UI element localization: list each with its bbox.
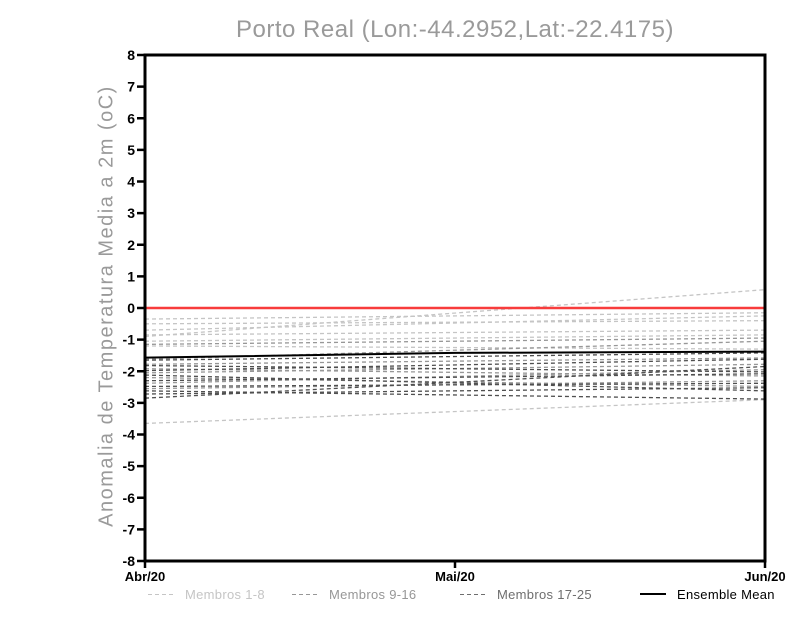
chart-title: Porto Real (Lon:-44.2952,Lat:-22.4175)	[236, 16, 674, 43]
ensemble-member-line	[144, 312, 766, 320]
y-tick-label: 6	[127, 110, 135, 126]
y-tick-label: -6	[123, 490, 136, 506]
y-tick-label: 2	[127, 237, 135, 253]
ensemble-member-line	[144, 289, 766, 338]
y-tick-label: 1	[127, 268, 135, 284]
ensemble-member-line	[144, 320, 766, 325]
ensemble-member-line	[144, 358, 766, 372]
solid-line-swatch	[640, 593, 666, 595]
y-tick-label: -8	[123, 553, 136, 569]
ensemble-member-line	[144, 390, 766, 400]
legend-label: Membros 9-16	[329, 586, 417, 602]
ensemble-mean-line	[144, 350, 766, 359]
ensemble-member-line	[144, 334, 766, 342]
y-tick-label: 4	[127, 174, 135, 190]
legend-label: Membros 17-25	[497, 586, 592, 602]
y-tick-label: 0	[127, 300, 135, 316]
ensemble-member-line	[144, 340, 766, 360]
x-tick-label: Jun/20	[744, 569, 785, 584]
ensemble-member-line	[144, 399, 766, 425]
ensemble-member-line	[144, 364, 766, 373]
ensemble-member-line	[144, 387, 766, 395]
ensemble-member-line	[144, 357, 766, 365]
legend-item-membros-17-25: Membros 17-25	[460, 586, 592, 602]
y-tick-label: -1	[123, 332, 136, 348]
ensemble-member-line	[144, 368, 766, 377]
y-tick-label: -2	[123, 363, 136, 379]
dashed-line-swatch	[460, 593, 486, 595]
ensemble-member-line	[144, 345, 766, 350]
y-tick-label: 3	[127, 205, 135, 221]
ensemble-member-line	[144, 352, 766, 361]
x-tick-label: Mai/20	[435, 569, 475, 584]
ensemble-member-line	[144, 369, 766, 384]
y-tick-label: 8	[127, 47, 135, 63]
dashed-line-swatch	[148, 593, 174, 595]
legend-item-membros-1-8: Membros 1-8	[148, 586, 265, 602]
legend-label: Membros 1-8	[185, 586, 265, 602]
y-tick-label: -4	[123, 427, 136, 443]
legend-label: Ensemble Mean	[677, 586, 775, 602]
y-tick-label: 5	[127, 142, 135, 158]
y-tick-label: 7	[127, 79, 135, 95]
legend-item-ensemble-mean: Ensemble Mean	[640, 586, 775, 602]
ensemble-member-line	[144, 329, 766, 336]
y-tick-label: -5	[123, 458, 136, 474]
ensemble-member-line	[144, 382, 766, 388]
dashed-line-swatch	[292, 593, 318, 595]
y-tick-label: -3	[123, 395, 136, 411]
ensemble-member-line	[144, 337, 766, 346]
x-tick-label: Abr/20	[125, 569, 165, 584]
y-tick-label: -7	[123, 521, 136, 537]
ensemble-member-line	[144, 365, 766, 399]
ensemble-member-line	[144, 373, 766, 382]
legend-item-membros-9-16: Membros 9-16	[292, 586, 416, 602]
chart-legend: Membros 1-8 Membros 9-16 Membros 17-25 E…	[0, 586, 800, 606]
ensemble-member-line	[144, 315, 766, 331]
